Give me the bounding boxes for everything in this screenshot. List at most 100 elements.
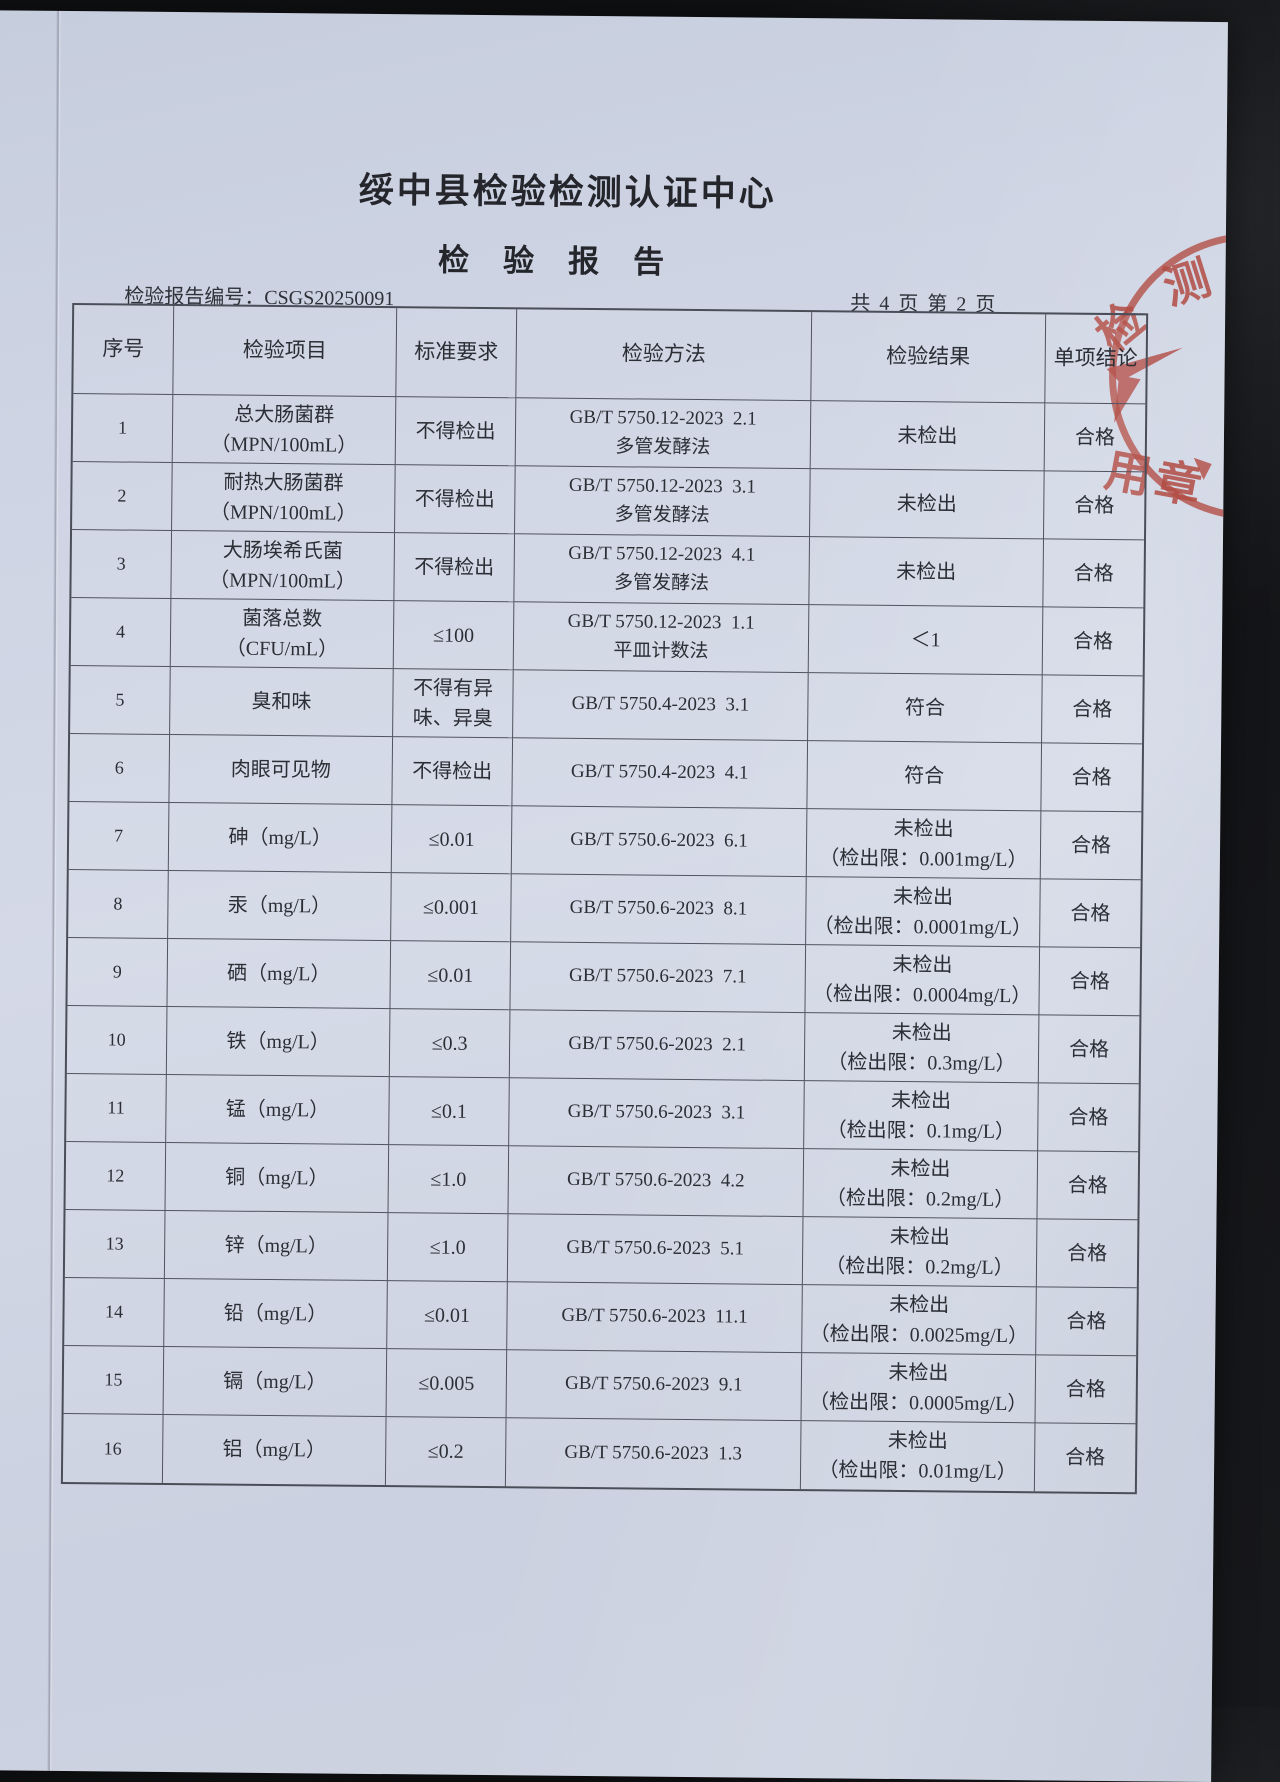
cell-item: 铜（mg/L）	[165, 1142, 390, 1214]
col-header-item: 检验项目	[173, 306, 398, 398]
cell-item: 大肠埃希氏菌 （MPN/100mL）	[171, 530, 396, 602]
seal-char: 认	[1224, 237, 1228, 294]
col-header-verdict: 单项结论	[1045, 314, 1147, 405]
cell-no: 5	[70, 666, 171, 735]
table-row: 3 大肠埃希氏菌 （MPN/100mL） 不得检出 GB/T 5750.12-2…	[71, 530, 1144, 609]
cell-method: GB/T 5750.4-2023 4.1	[512, 738, 809, 810]
cell-result: 未检出	[809, 537, 1044, 608]
cell-std: ≤0.005	[386, 1349, 508, 1419]
table-row: 4 菌落总数 （CFU/mL） ≤100 GB/T 5750.12-2023 1…	[70, 598, 1144, 677]
cell-verdict: 合格	[1037, 1151, 1139, 1221]
table-body: 1 总大肠菌群 （MPN/100mL） 不得检出 GB/T 5750.12-20…	[62, 394, 1146, 1492]
seal-char: 测	[1158, 252, 1217, 314]
cell-method: GB/T 5750.4-2023 3.1	[513, 670, 809, 742]
cell-result: 未检出 （检出限：0.2mg/L）	[803, 1149, 1039, 1220]
cell-result: 未检出 （检出限：0.2mg/L）	[802, 1217, 1038, 1288]
cell-method: GB/T 5750.6-2023 6.1	[511, 806, 808, 878]
table-row: 11 锰（mg/L） ≤0.1 GB/T 5750.6-2023 3.1 未检出…	[66, 1074, 1139, 1153]
cell-no: 6	[69, 734, 171, 803]
cell-no: 7	[68, 802, 170, 871]
cell-method: GB/T 5750.6-2023 7.1	[510, 942, 807, 1014]
cell-method: GB/T 5750.6-2023 9.1	[506, 1350, 803, 1422]
table-row: 2 耐热大肠菌群 （MPN/100mL） 不得检出 GB/T 5750.12-2…	[72, 462, 1145, 541]
table-row: 14 铅（mg/L） ≤0.01 GB/T 5750.6-2023 11.1 未…	[64, 1277, 1137, 1357]
table-row: 8 汞（mg/L） ≤0.001 GB/T 5750.6-2023 8.1 未检…	[68, 870, 1141, 949]
cell-method: GB/T 5750.6-2023 2.1	[509, 1010, 806, 1082]
cell-std: ≤100	[393, 601, 515, 671]
cell-verdict: 合格	[1042, 607, 1144, 677]
cell-method: GB/T 5750.6-2023 1.3	[505, 1418, 802, 1490]
cell-std: 不得检出	[392, 737, 514, 807]
cell-item: 铁（mg/L）	[166, 1006, 391, 1078]
cell-verdict: 合格	[1043, 471, 1145, 541]
cell-std: ≤0.2	[385, 1417, 507, 1487]
cell-verdict: 合格	[1044, 403, 1146, 473]
table-row: 13 锌（mg/L） ≤1.0 GB/T 5750.6-2023 5.1 未检出…	[64, 1210, 1138, 1289]
cell-std: ≤1.0	[388, 1145, 510, 1215]
cell-no: 14	[64, 1277, 165, 1347]
cell-no: 2	[72, 462, 173, 531]
cell-result: 未检出 （检出限：0.0004mg/L）	[805, 945, 1041, 1016]
cell-no: 9	[67, 938, 169, 1007]
seal-char: 章	[1151, 455, 1206, 514]
cell-no: 4	[70, 598, 172, 667]
table-row: 9 硒（mg/L） ≤0.01 GB/T 5750.6-2023 7.1 未检出…	[67, 938, 1141, 1017]
cell-result: 未检出 （检出限：0.3mg/L）	[804, 1013, 1040, 1084]
cell-verdict: 合格	[1036, 1219, 1138, 1289]
cell-result: 未检出 （检出限：0.001mg/L）	[806, 809, 1042, 880]
cell-verdict: 合格	[1038, 1083, 1139, 1153]
cell-std: ≤0.01	[387, 1281, 508, 1351]
table-header-row: 序号 检验项目 标准要求 检验方法 检验结果 单项结论	[73, 305, 1147, 405]
cell-verdict: 合格	[1040, 879, 1141, 949]
cell-method: GB/T 5750.6-2023 11.1	[507, 1282, 803, 1354]
cell-item: 镉（mg/L）	[163, 1346, 388, 1418]
cell-no: 3	[71, 530, 173, 599]
cell-method: GB/T 5750.12-2023 1.1 平皿计数法	[513, 602, 810, 674]
cell-method: GB/T 5750.6-2023 3.1	[509, 1078, 805, 1150]
cell-item: 锌（mg/L）	[164, 1210, 389, 1282]
col-header-std: 标准要求	[396, 308, 518, 399]
report-page: 检 测 认 用 章 绥中县检验检测认证中心 检验报告 检验报告编号：CSGS20…	[0, 9, 1228, 1782]
cell-verdict: 合格	[1036, 1287, 1137, 1357]
org-title: 绥中县检验检测认证中心	[358, 170, 777, 214]
cell-std: ≤0.001	[391, 873, 512, 943]
cell-verdict: 合格	[1038, 1015, 1140, 1085]
cell-item: 锰（mg/L）	[166, 1074, 390, 1146]
cell-result: 未检出 （检出限：0.0001mg/L）	[806, 877, 1041, 948]
cell-item: 臭和味	[170, 666, 394, 738]
cell-no: 11	[66, 1074, 167, 1143]
cell-result: 未检出 （检出限：0.0025mg/L）	[802, 1285, 1037, 1356]
cell-result: 未检出 （检出限：0.01mg/L）	[800, 1421, 1036, 1492]
table-row: 1 总大肠菌群 （MPN/100mL） 不得检出 GB/T 5750.12-20…	[72, 394, 1146, 473]
cell-std: ≤1.0	[387, 1213, 509, 1283]
cell-std: 不得检出	[394, 533, 516, 603]
cell-method: GB/T 5750.6-2023 5.1	[507, 1214, 804, 1286]
table-row: 15 镉（mg/L） ≤0.005 GB/T 5750.6-2023 9.1 未…	[63, 1345, 1137, 1425]
cell-result: 未检出	[810, 401, 1046, 472]
table-row: 12 铜（mg/L） ≤1.0 GB/T 5750.6-2023 4.2 未检出…	[65, 1142, 1139, 1221]
cell-result: 未检出	[810, 469, 1045, 540]
cell-no: 16	[62, 1413, 164, 1483]
cell-verdict: 合格	[1035, 1355, 1137, 1425]
cell-item: 硒（mg/L）	[167, 938, 392, 1010]
cell-no: 15	[63, 1345, 165, 1415]
cell-no: 8	[68, 870, 169, 939]
cell-no: 10	[66, 1006, 168, 1075]
cell-verdict: 合格	[1039, 947, 1141, 1017]
cell-verdict: 合格	[1065, 1446, 1106, 1469]
results-table: 序号 检验项目 标准要求 检验方法 检验结果 单项结论 1 总大肠菌群 （MPN…	[60, 303, 1149, 1495]
cell-std: 不得检出	[395, 465, 516, 535]
table-row: 16 铝（mg/L） ≤0.2 GB/T 5750.6-2023 1.3 未检出…	[62, 1413, 1136, 1492]
cell-item: 总大肠菌群 （MPN/100mL）	[172, 394, 397, 466]
cell-item: 铝（mg/L）	[162, 1414, 387, 1486]
col-header-result: 检验结果	[811, 312, 1047, 404]
cell-item: 砷（mg/L）	[168, 802, 393, 874]
cell-no: 13	[64, 1210, 166, 1279]
cell-std: ≤0.01	[391, 805, 513, 875]
cell-verdict: 合格	[1040, 811, 1142, 881]
cell-verdict: 合格	[1042, 675, 1143, 745]
table-row: 6 肉眼可见物 不得检出 GB/T 5750.4-2023 4.1 符合 合格	[69, 734, 1143, 813]
cell-item: 铅（mg/L）	[164, 1278, 388, 1350]
cell-result: ＜1	[808, 605, 1044, 676]
cell-verdict: 合格	[1043, 539, 1144, 609]
